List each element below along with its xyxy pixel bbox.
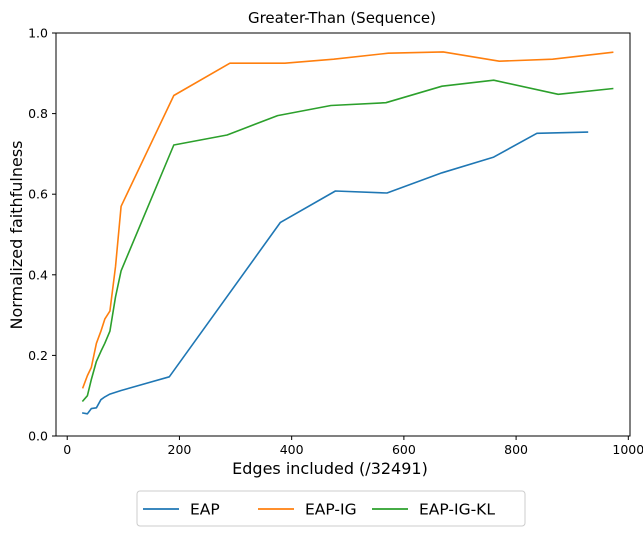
legend: EAP EAP-IG EAP-IG-KL (136, 490, 526, 527)
series-line-eap-ig-kl (81, 79, 614, 403)
chart-title: Greater-Than (Sequence) (248, 9, 436, 27)
x-tick-label: 200 (168, 442, 192, 457)
y-tick-label: 0.8 (28, 106, 48, 121)
legend-label-eap: EAP (190, 501, 220, 519)
legend-label-eap-ig-kl: EAP-IG-KL (419, 501, 495, 519)
x-tick-label: 600 (392, 442, 416, 457)
x-axis-label: Edges included (/32491) (232, 459, 428, 478)
series-line-eap-ig (81, 51, 614, 389)
y-tick-label: 0.2 (28, 348, 48, 363)
y-tick-label: 0.4 (28, 267, 48, 282)
x-axis: 0 200 400 600 800 1000 (63, 436, 643, 457)
y-tick-label: 0.0 (28, 429, 48, 444)
plot-frame (55, 32, 631, 437)
legend-box (136, 490, 526, 527)
x-tick-label: 1000 (612, 442, 643, 457)
x-tick-label: 0 (63, 442, 71, 457)
series-line-eap (81, 131, 589, 415)
y-tick-label: 1.0 (28, 26, 48, 41)
legend-label-eap-ig: EAP-IG (305, 501, 357, 519)
y-axis: 0.0 0.2 0.4 0.6 0.8 1.0 (28, 26, 56, 444)
plot-area (81, 51, 614, 415)
x-tick-label: 400 (280, 442, 304, 457)
y-tick-label: 0.6 (28, 187, 48, 202)
x-tick-label: 800 (504, 442, 528, 457)
y-axis-label: Normalized faithfulness (7, 141, 26, 330)
